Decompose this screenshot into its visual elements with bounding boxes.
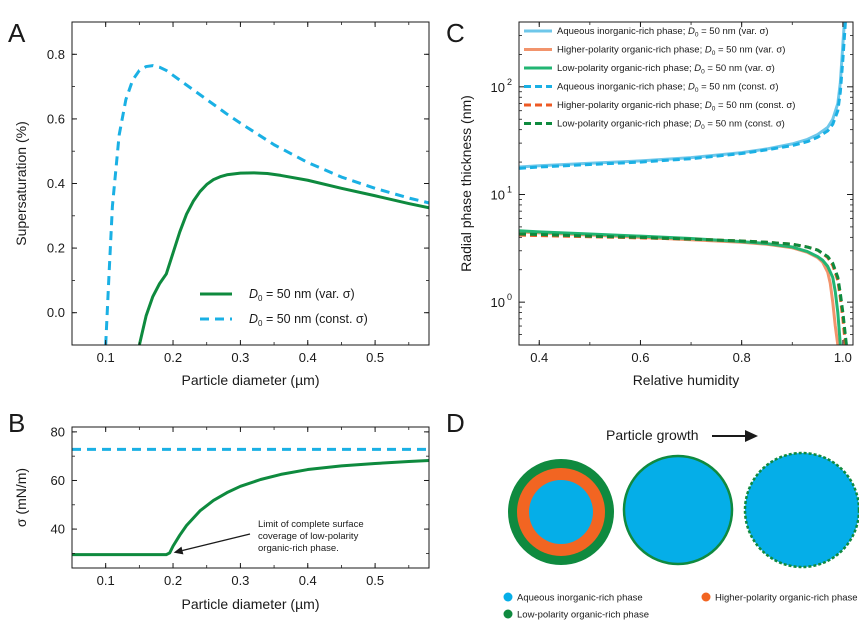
particle-thin-shell: [622, 454, 734, 566]
legend-label: Aqueous inorganic-rich phase; D0 = 50 nm…: [557, 26, 768, 39]
annotation-line: coverage of low-polarity: [258, 531, 359, 542]
x-tick-label: 0.4: [530, 350, 548, 365]
y-tick-label: 0.0: [47, 305, 65, 320]
x-tick-label: 1.0: [834, 350, 852, 365]
panel-letter-b: B: [8, 408, 25, 438]
low-polarity-legend-label: Low-polarity organic-rich phase: [517, 610, 649, 621]
legend-label: Low-polarity organic-rich phase; D0 = 50…: [557, 119, 785, 132]
chart-a: 0.1 0.2 0.3 0.4 0.5 0.0 0.2 0.4 0.6 0.8 Particle …: [13, 21, 430, 388]
chart-c-frame: [518, 21, 854, 346]
x-tick-label: 0.5: [366, 350, 384, 365]
panel-letter-a: A: [8, 18, 26, 48]
chart-b-frame: [71, 426, 430, 569]
y-tick-exponent: 1: [507, 184, 512, 194]
x-tick-label: 0.2: [164, 350, 182, 365]
y-tick-exponent: 0: [507, 292, 512, 302]
aqueous-core: [622, 454, 734, 566]
series-line-5: [519, 232, 848, 345]
series-line-3: [519, 22, 847, 170]
schematic-legend: Aqueous inorganic-rich phase Higher-pola…: [503, 592, 858, 621]
x-tick-label: 0.1: [97, 350, 115, 365]
chart-c-legend: Aqueous inorganic-rich phase; D0 = 50 nm…: [524, 26, 795, 131]
y-tick-label: 0.6: [47, 111, 65, 126]
chart-a-legend: D0 = 50 nm (var. σ) D0 = 50 nm (const. σ): [200, 287, 368, 328]
chart-c-x-axis-label: Relative humidity: [633, 372, 740, 388]
legend-label: D0 = 50 nm (var. σ): [249, 287, 355, 303]
growth-arrowhead-icon: [745, 430, 758, 442]
x-tick-label: 0.4: [299, 573, 317, 588]
x-tick-label: 0.3: [231, 350, 249, 365]
x-tick-label: 0.2: [164, 573, 182, 588]
legend-label: Aqueous inorganic-rich phase; D0 = 50 nm…: [557, 82, 779, 95]
y-tick-label: 0.2: [47, 241, 65, 256]
panel-letter-d: D: [446, 408, 465, 438]
x-tick-label: 0.3: [231, 573, 249, 588]
schematic-d: Particle growth Aqueous inorganic-rich p…: [503, 427, 859, 621]
x-tick-label: 0.5: [366, 573, 384, 588]
annotation-arrow: [182, 533, 251, 552]
aqueous-legend-swatch: [503, 592, 513, 602]
x-tick-label: 0.6: [631, 350, 649, 365]
y-tick-label: 80: [51, 424, 65, 439]
y-tick-label: 0.4: [47, 176, 65, 191]
y-tick-label: 10: [491, 80, 505, 95]
higher-polarity-legend-swatch: [701, 592, 711, 602]
y-tick-label: 10: [491, 187, 505, 202]
particle-core-shell: [508, 459, 614, 565]
y-tick-exponent: 2: [507, 77, 512, 87]
legend-label: Low-polarity organic-rich phase; D0 = 50…: [557, 63, 775, 76]
particle-growth-label: Particle growth: [606, 427, 699, 443]
y-tick-label: 0.8: [47, 47, 65, 62]
series-line-0: [137, 171, 429, 345]
chart-b: 0.1 0.2 0.3 0.4 0.5 40 60 80 Particle diameter …: [13, 424, 430, 612]
low-polarity-legend-swatch: [503, 609, 513, 619]
aqueous-core: [529, 480, 593, 544]
y-tick-label: 40: [51, 522, 65, 537]
annotation-line: Limit of complete surface: [258, 519, 364, 530]
chart-b-annotation: Limit of complete surface coverage of lo…: [173, 519, 364, 555]
chart-a-y-axis-label: Supersaturation (%): [13, 121, 29, 246]
x-tick-label: 0.4: [299, 350, 317, 365]
series-line-2: [519, 229, 842, 345]
series-line-1: [519, 230, 840, 345]
chart-c-y-axis-label: Radial phase thickness (nm): [458, 95, 474, 272]
annotation-line: organic-rich phase.: [258, 543, 339, 554]
annotation-arrowhead: [173, 546, 184, 555]
series-line-0: [72, 459, 429, 557]
x-tick-label: 0.8: [733, 350, 751, 365]
x-tick-label: 0.1: [97, 573, 115, 588]
series-line-1: [104, 64, 429, 345]
higher-polarity-legend-label: Higher-polarity organic-rich phase: [715, 593, 858, 604]
chart-a-x-axis-label: Particle diameter (µm): [182, 372, 320, 388]
legend-label: Higher-polarity organic-rich phase; D0 =…: [557, 45, 785, 58]
aqueous-core: [743, 451, 859, 569]
particle-partial-coverage: [743, 451, 859, 569]
chart-b-x-axis-label: Particle diameter (µm): [182, 596, 320, 612]
aqueous-legend-label: Aqueous inorganic-rich phase: [517, 593, 643, 604]
chart-b-y-axis-label: σ (mN/m): [13, 468, 29, 527]
panel-letter-c: C: [446, 18, 465, 48]
y-tick-label: 60: [51, 473, 65, 488]
series-line-4: [519, 233, 847, 345]
y-tick-label: 10: [491, 295, 505, 310]
legend-label: D0 = 50 nm (const. σ): [249, 312, 368, 328]
legend-label: Higher-polarity organic-rich phase; D0 =…: [557, 100, 795, 113]
